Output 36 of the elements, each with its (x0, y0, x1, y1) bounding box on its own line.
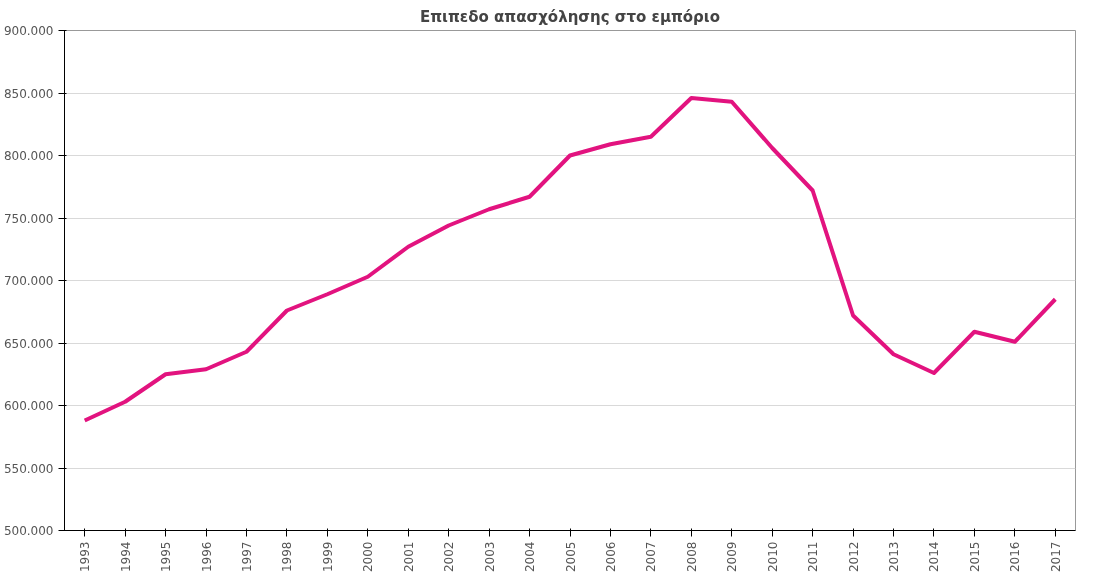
x-tick-label: 2012 (846, 541, 861, 573)
x-tick-label: 1996 (199, 541, 214, 573)
x-tick-label: 2015 (967, 541, 982, 573)
x-tick-label: 2013 (887, 541, 902, 573)
x-tick-label: 2009 (725, 541, 740, 573)
x-tick-label: 2007 (644, 541, 659, 573)
y-tick-label: 750.000 (3, 211, 54, 226)
x-tick-label: 2005 (563, 541, 578, 573)
chart-title: Επιπεδο απασχόλησης στο εμπόριο (419, 7, 721, 26)
y-tick-label: 650.000 (3, 336, 54, 351)
x-tick-label: 2002 (442, 541, 457, 573)
x-tick-label: 1994 (118, 541, 133, 573)
x-tick-label: 2016 (1008, 541, 1023, 573)
x-tick-label: 2011 (806, 541, 821, 573)
y-tick-label: 550.000 (3, 461, 54, 476)
x-tick-label: 1995 (159, 541, 174, 573)
x-tick-label: 2006 (603, 541, 618, 573)
y-tick-label: 700.000 (3, 274, 54, 288)
x-tick-label: 1998 (280, 541, 295, 573)
x-tick-label: 2003 (482, 541, 497, 573)
y-tick-label: 850.000 (3, 86, 54, 101)
x-tick-label: 2010 (765, 541, 780, 573)
y-tick-label: 600.000 (3, 399, 54, 413)
y-tick-label: 500.000 (3, 524, 54, 538)
x-tick-label: 2001 (401, 541, 416, 573)
x-tick-label: 1999 (320, 541, 335, 573)
line-series (82, 96, 1058, 423)
y-tick-label: 900.000 (3, 24, 54, 38)
x-tick-label: 2000 (361, 541, 376, 573)
x-tick-label: 2008 (684, 541, 699, 573)
x-tick-label: 1997 (239, 541, 254, 573)
x-tick-label: 1993 (78, 541, 93, 573)
y-tick-label: 800.000 (3, 149, 54, 163)
x-tick-label: 2014 (927, 541, 942, 573)
x-tick-label: 2004 (523, 541, 538, 573)
x-tick-label: 2017 (1048, 541, 1063, 573)
